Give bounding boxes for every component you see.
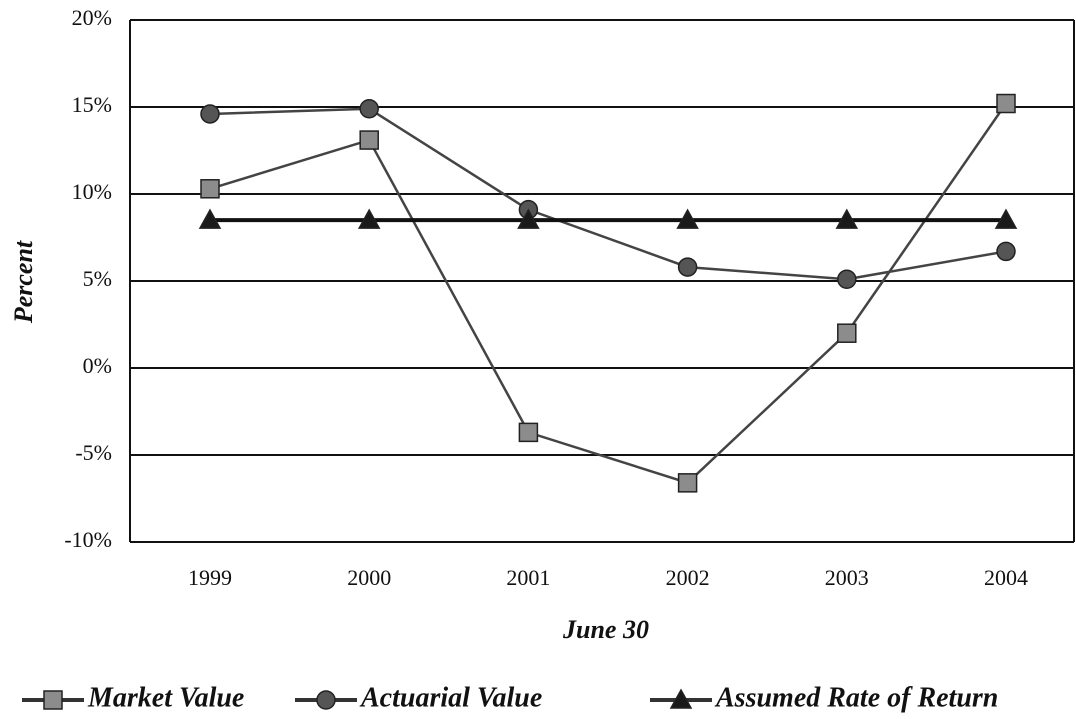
y-tick-label: 5% — [83, 266, 112, 291]
marker — [357, 208, 381, 229]
marker — [359, 130, 379, 150]
marker — [200, 104, 220, 124]
marker — [669, 688, 693, 709]
x-tick-label: 2002 — [666, 565, 710, 590]
legend-label: Assumed Rate of Return — [714, 682, 998, 713]
marker — [996, 241, 1016, 262]
x-tick-label: 2001 — [506, 565, 550, 590]
x-tick-label: 2004 — [984, 565, 1028, 590]
y-tick-label: 10% — [72, 179, 112, 204]
y-axis-title: Percent — [9, 240, 38, 324]
series-line — [209, 102, 1008, 485]
y-tick-label: 20% — [72, 5, 112, 30]
series-line — [209, 107, 1007, 281]
marker — [835, 208, 859, 229]
y-tick-label: -5% — [75, 440, 112, 465]
y-tick-label: -10% — [64, 527, 112, 552]
x-tick-label: 1999 — [188, 565, 232, 590]
marker — [677, 257, 698, 277]
legend-label: Market Value — [87, 682, 244, 713]
marker — [676, 208, 699, 229]
y-tick-label: 0% — [83, 353, 112, 378]
marker — [198, 208, 222, 229]
marker — [837, 323, 857, 343]
x-tick-label: 2003 — [825, 565, 869, 590]
x-tick-label: 2000 — [347, 565, 391, 590]
marker — [43, 690, 63, 710]
marker — [677, 473, 698, 493]
marker — [518, 422, 539, 443]
marker — [837, 269, 857, 290]
y-tick-label: 15% — [72, 92, 112, 117]
marker — [200, 179, 220, 199]
marker — [517, 208, 540, 229]
legend-label: Actuarial Value — [359, 682, 542, 713]
marker — [994, 208, 1018, 229]
x-axis-title: June 30 — [562, 615, 649, 644]
marker — [996, 93, 1016, 114]
marker — [359, 98, 379, 119]
marker — [316, 690, 336, 710]
